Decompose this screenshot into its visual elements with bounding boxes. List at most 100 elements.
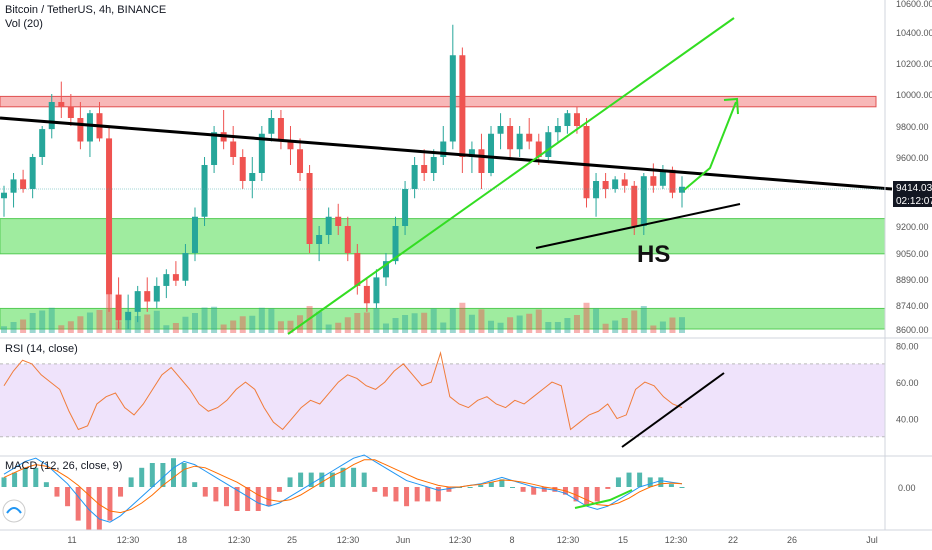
macd-hist-bar bbox=[626, 472, 632, 487]
macd-hist-bar bbox=[255, 487, 261, 511]
macd-hist-bar bbox=[510, 487, 515, 488]
macd-hist-bar bbox=[118, 487, 124, 497]
macd-hist-bar bbox=[594, 487, 600, 502]
candle-body bbox=[669, 169, 676, 193]
macd-hist-bar bbox=[54, 487, 60, 497]
candle-body bbox=[172, 274, 179, 281]
candle-body bbox=[258, 133, 265, 173]
candle-body bbox=[211, 132, 218, 165]
volume-bar bbox=[220, 324, 227, 333]
macd-tick-label: 0.00 bbox=[898, 483, 916, 493]
macd-line bbox=[3, 454, 683, 523]
rsi-tick-label: 40.00 bbox=[896, 415, 919, 425]
candle-body bbox=[478, 149, 485, 173]
rsi-line bbox=[3, 350, 683, 431]
rsi-label: RSI (14, close) bbox=[5, 343, 78, 355]
volume-bar bbox=[258, 307, 265, 333]
macd-hist-bar bbox=[171, 458, 176, 487]
volume-title[interactable]: Vol (20) bbox=[5, 18, 43, 30]
volume-bar bbox=[20, 319, 27, 333]
volume-bar bbox=[554, 322, 561, 333]
volume-bar bbox=[679, 317, 685, 333]
volume-bar bbox=[650, 325, 657, 333]
symbol-title[interactable]: Bitcoin / TetherUS, 4h, BINANCE bbox=[5, 4, 167, 16]
chart-header: Bitcoin / TetherUS, 4h, BINANCE Vol (20) bbox=[5, 3, 166, 31]
macd-hist-bar bbox=[552, 487, 558, 492]
macd-hist-bar bbox=[615, 477, 621, 487]
volume-bar bbox=[201, 307, 208, 333]
time-tick-label: 12:30 bbox=[228, 535, 251, 545]
candle-body bbox=[239, 157, 246, 181]
volume-bar bbox=[48, 307, 55, 333]
rsi-tick-label: 60.00 bbox=[896, 378, 919, 388]
macd-hist-bar bbox=[160, 463, 166, 487]
volume-bar bbox=[488, 320, 495, 333]
tradingview-logo-icon[interactable] bbox=[2, 499, 26, 523]
volume-bar bbox=[583, 302, 590, 333]
macd-hist-bar bbox=[149, 463, 155, 487]
macd-hist-bar bbox=[107, 487, 113, 521]
macd-hist-bar bbox=[404, 487, 410, 507]
volume-bar bbox=[640, 306, 647, 333]
zone-resistance-0 bbox=[0, 95, 877, 108]
volume-bar bbox=[402, 315, 409, 333]
volume-bar bbox=[421, 312, 428, 333]
volume-bar bbox=[659, 321, 666, 333]
candle-body bbox=[449, 55, 456, 142]
macd-hist-bar bbox=[488, 482, 494, 487]
volume-bar bbox=[268, 308, 275, 333]
time-tick-label: 11 bbox=[67, 535, 76, 545]
macd-pane bbox=[0, 454, 932, 531]
volume-bar bbox=[507, 317, 514, 333]
candle-body bbox=[612, 179, 619, 189]
price-tick-label: 9800.00 bbox=[896, 122, 929, 132]
projection-arrow bbox=[683, 101, 737, 191]
volume-bar bbox=[230, 320, 237, 333]
candle-body bbox=[459, 55, 466, 157]
volume-bar bbox=[564, 318, 571, 333]
volume-bar bbox=[106, 295, 113, 333]
time-tick-label: 18 bbox=[177, 535, 187, 545]
volume-bar bbox=[153, 310, 160, 333]
volume-bar bbox=[77, 316, 84, 333]
price-badge: 9414.03 bbox=[896, 183, 932, 194]
macd-hist-bar bbox=[435, 487, 441, 502]
macd-hist-bar bbox=[1, 477, 7, 487]
volume-bar bbox=[497, 322, 504, 333]
macd-hist-bar bbox=[372, 487, 378, 492]
volume-bar bbox=[39, 310, 46, 333]
signal-line bbox=[3, 459, 683, 514]
macd-hist-bar bbox=[276, 487, 282, 492]
volume-bar bbox=[373, 308, 380, 333]
time-tick-label: 8 bbox=[509, 535, 514, 545]
candle-body bbox=[48, 102, 55, 130]
macd-hist-bar bbox=[298, 472, 304, 487]
macd-hist-bar bbox=[245, 487, 251, 511]
candle-body bbox=[163, 274, 170, 286]
price-tick-label: 10600.00 bbox=[896, 0, 932, 9]
candle-body bbox=[115, 294, 122, 321]
price-badge-bg bbox=[893, 181, 932, 194]
volume-bar bbox=[459, 302, 466, 333]
time-tick-label: Jun bbox=[396, 535, 411, 545]
volume-bar bbox=[382, 323, 389, 333]
volume-bar bbox=[526, 313, 533, 333]
time-tick-label: Jul bbox=[866, 535, 878, 545]
drawings bbox=[0, 17, 893, 335]
volume-bar bbox=[545, 322, 552, 333]
macd-hist-bar bbox=[425, 487, 431, 502]
candle-body bbox=[191, 216, 198, 253]
macd-hist-bar bbox=[202, 487, 208, 497]
volume-bar bbox=[191, 313, 198, 333]
candle-body bbox=[134, 291, 141, 312]
volume-bar bbox=[10, 322, 17, 333]
macd-hist-bar bbox=[679, 487, 685, 488]
macd-hist-bar bbox=[584, 487, 590, 507]
candle-body bbox=[77, 118, 84, 142]
macd-hist-bar bbox=[637, 472, 643, 487]
candle-body bbox=[497, 126, 504, 134]
volume-bar bbox=[297, 315, 304, 333]
macd-hist-bar bbox=[658, 477, 664, 487]
candle-body bbox=[10, 179, 17, 193]
